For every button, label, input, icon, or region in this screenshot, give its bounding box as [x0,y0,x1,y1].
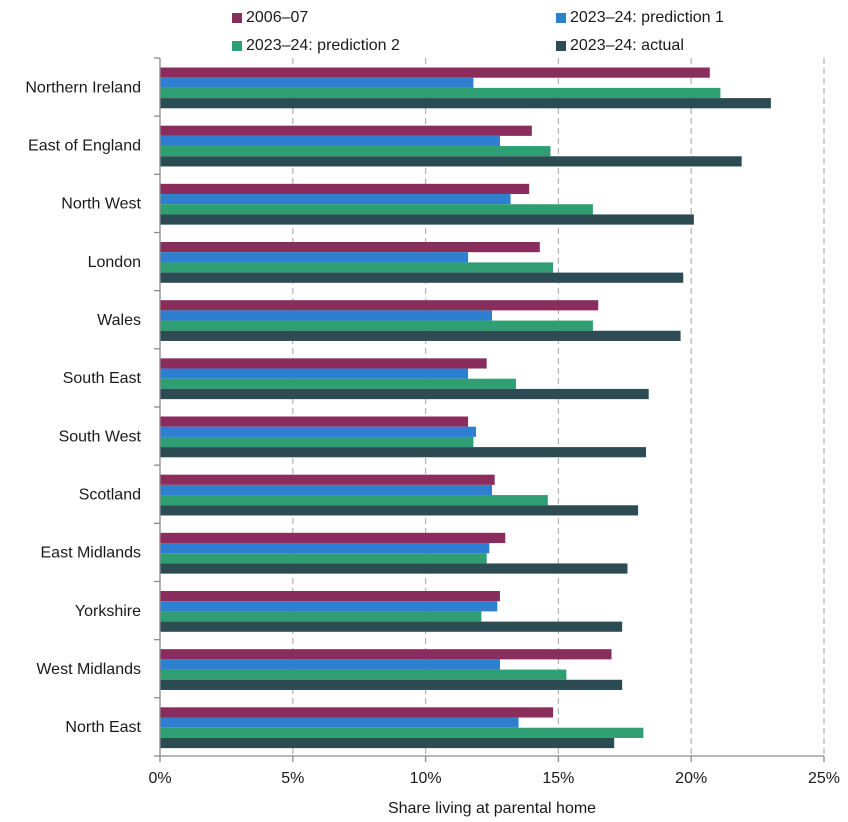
bar [160,495,548,506]
bar [160,474,495,485]
bar [160,156,742,167]
bar [160,532,506,544]
x-tick-label: 25% [808,770,840,787]
bar [160,679,623,690]
bar [160,717,519,728]
legend-swatch [556,41,566,51]
bar [160,358,487,369]
legend-swatch [232,41,242,51]
category-label: South West [59,428,142,445]
category-label: North West [61,196,141,213]
category-label: East of England [28,137,141,154]
x-tick-label: 20% [675,770,707,787]
bar [160,378,516,389]
bar [160,601,498,612]
legend-swatch [556,13,566,23]
bar [160,214,694,225]
category-label: Wales [97,312,141,329]
bar [160,707,554,718]
bar [160,320,593,331]
category-label: Northern Ireland [25,79,141,96]
bar [160,67,710,78]
bar [160,563,628,574]
bar [160,125,532,136]
legend-label: 2023–24: prediction 1 [570,9,724,26]
legend-swatch [232,13,242,23]
bar [160,388,649,400]
bar [160,262,554,273]
bar [160,368,469,379]
bar [160,436,474,448]
x-tick-label: 0% [148,770,171,787]
bar [160,98,771,109]
x-tick-labels: 0% 5% 10% 15% 20% 25% [148,770,840,787]
bar [160,194,511,205]
bar [160,505,639,516]
bar [160,669,567,680]
bar [160,543,490,554]
legend-label: 2006–07 [246,9,308,26]
category-label: North East [65,719,141,736]
legend: 2006–07 2023–24: prediction 1 2023–24: pre… [232,9,724,54]
bar [160,621,623,632]
bar [160,649,612,660]
bar [160,135,500,147]
bar [160,146,551,157]
category-label: East Midlands [41,545,142,562]
bar [160,300,599,311]
legend-label: 2023–24: prediction 2 [246,37,400,54]
bar [160,252,469,263]
bar [160,591,500,602]
bar [160,447,647,458]
gridlines [292,58,825,756]
bar [160,330,681,341]
legend-label: 2023–24: actual [570,37,684,54]
bar [160,183,530,195]
category-label: London [88,254,141,271]
bar [160,77,474,88]
x-tick-label: 15% [542,770,574,787]
x-tick-label: 5% [281,770,304,787]
bar [160,553,487,564]
bar [160,204,593,215]
bar [160,484,492,496]
category-label: Yorkshire [75,603,141,620]
bar [160,659,500,670]
x-axis-title: Share living at parental home [388,800,596,817]
category-label: South East [63,370,142,387]
category-label: Scotland [79,486,141,503]
bar [160,87,721,99]
bar [160,416,469,427]
bar [160,426,477,437]
bar [160,310,492,321]
bar [160,242,540,253]
category-labels: Northern Ireland East of England North Wes… [25,79,141,736]
bar [160,611,482,622]
bar [160,727,644,738]
category-label: West Midlands [36,661,141,678]
bars [160,67,771,749]
axes [154,57,825,762]
bar [160,272,684,283]
x-tick-label: 10% [410,770,442,787]
bar [160,737,615,749]
